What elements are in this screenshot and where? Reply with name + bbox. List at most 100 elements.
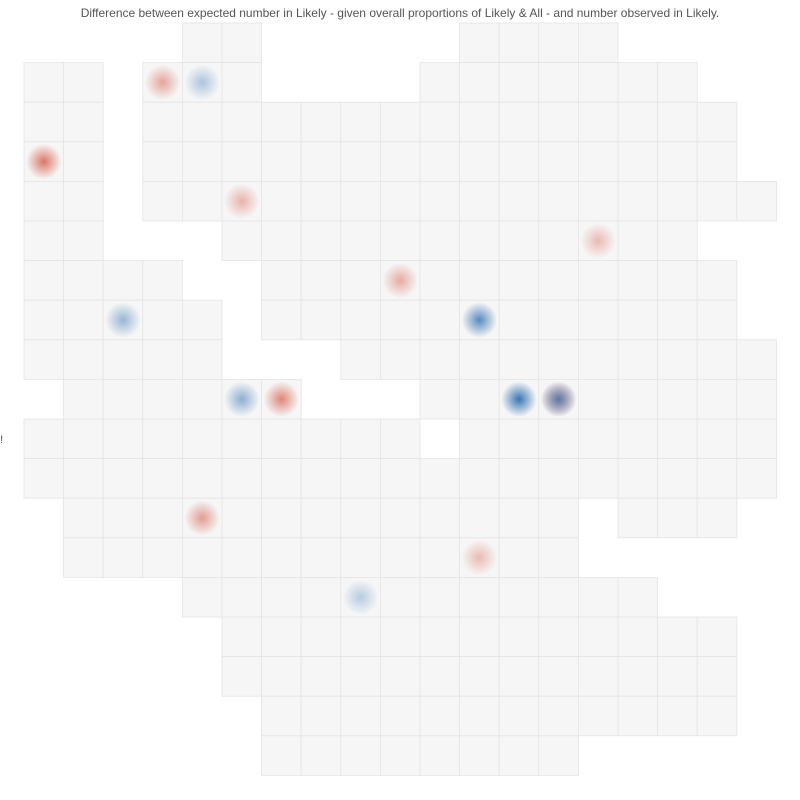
map-tile (696, 101, 738, 143)
map-tile (300, 180, 342, 222)
map-tile (459, 418, 500, 459)
map-tile (657, 299, 698, 341)
map-tile (102, 497, 144, 539)
map-tile (102, 537, 144, 578)
map-tile (300, 695, 342, 737)
map-tile (419, 656, 460, 697)
map-tile (498, 497, 540, 539)
map-tile (578, 180, 619, 222)
map-tile (736, 458, 777, 499)
difference-hotspot (461, 302, 498, 338)
map-tile (578, 101, 619, 143)
map-tile (300, 141, 342, 182)
map-tile (300, 537, 342, 578)
map-tile (23, 101, 64, 143)
map-tile (578, 616, 619, 657)
map-tile (498, 299, 540, 341)
map-tile (538, 141, 579, 182)
map-tile (419, 62, 460, 103)
map-tile (419, 695, 460, 737)
map-tile (340, 220, 381, 261)
map-tile (300, 656, 342, 697)
difference-hotspot (342, 579, 379, 615)
difference-hotspot (105, 302, 141, 338)
map-tile (340, 458, 381, 499)
map-title: Difference between expected number in Li… (80, 6, 720, 20)
map-tile (261, 537, 302, 578)
map-tile (459, 220, 500, 261)
map-tile (102, 458, 144, 499)
map-tile (538, 220, 579, 261)
map-tile (63, 141, 104, 182)
difference-hotspot (540, 381, 577, 418)
difference-hotspot (580, 223, 616, 259)
map-tile (578, 458, 619, 499)
map-tile (340, 101, 381, 143)
map-tile (379, 141, 421, 182)
difference-hotspot (501, 381, 537, 418)
map-tile (459, 695, 500, 737)
map-tile (538, 735, 579, 776)
map-tile (617, 339, 658, 380)
map-tile (419, 339, 460, 380)
map-tile (23, 62, 64, 103)
map-tile (696, 458, 738, 499)
map-tile (459, 378, 500, 420)
difference-hotspot (144, 64, 181, 101)
map-tile (578, 339, 619, 380)
difference-hotspot (26, 143, 62, 180)
map-tile (379, 180, 421, 222)
map-tile (498, 735, 540, 776)
map-tile (538, 497, 579, 539)
map-tile (617, 101, 658, 143)
map-tile (657, 220, 698, 261)
map-tile (657, 656, 698, 697)
map-tile (657, 260, 698, 301)
map-tile (142, 299, 183, 341)
map-tile (261, 656, 302, 697)
map-tile (142, 141, 183, 182)
map-tile (379, 497, 421, 539)
map-tile (736, 180, 777, 222)
map-tile (617, 616, 658, 657)
map-tile (538, 260, 579, 301)
map-tile (379, 299, 421, 341)
map-tile (696, 299, 738, 341)
map-tile (142, 458, 183, 499)
map-tile (578, 260, 619, 301)
map-tile (617, 378, 658, 420)
map-tile (181, 339, 223, 380)
map-tile (696, 656, 738, 697)
map-tile (142, 418, 183, 459)
map-tile (221, 220, 262, 261)
map-tile (657, 101, 698, 143)
map-tile (419, 616, 460, 657)
map-tile (419, 378, 460, 420)
map-tile (578, 141, 619, 182)
map-tile (657, 180, 698, 222)
map-tile (736, 378, 777, 420)
map-tile (261, 735, 302, 776)
map-tile (63, 378, 104, 420)
map-tile (261, 299, 302, 341)
difference-hotspot (382, 262, 419, 299)
map-tile (459, 577, 500, 618)
map-tile (300, 220, 342, 261)
map-tile (379, 458, 421, 499)
map-tile (300, 735, 342, 776)
difference-hotspot (263, 381, 300, 418)
map-tile (221, 656, 262, 697)
map-tile (657, 378, 698, 420)
map-tile (419, 220, 460, 261)
map-tile (261, 101, 302, 143)
map-tile (696, 378, 738, 420)
map-tile (498, 418, 540, 459)
map-tile (578, 577, 619, 618)
map-tile (142, 180, 183, 222)
map-tile (221, 141, 262, 182)
difference-hotspot (184, 64, 220, 101)
map-tile (300, 418, 342, 459)
map-tile (459, 180, 500, 222)
map-tile (63, 537, 104, 578)
map-tile (419, 735, 460, 776)
